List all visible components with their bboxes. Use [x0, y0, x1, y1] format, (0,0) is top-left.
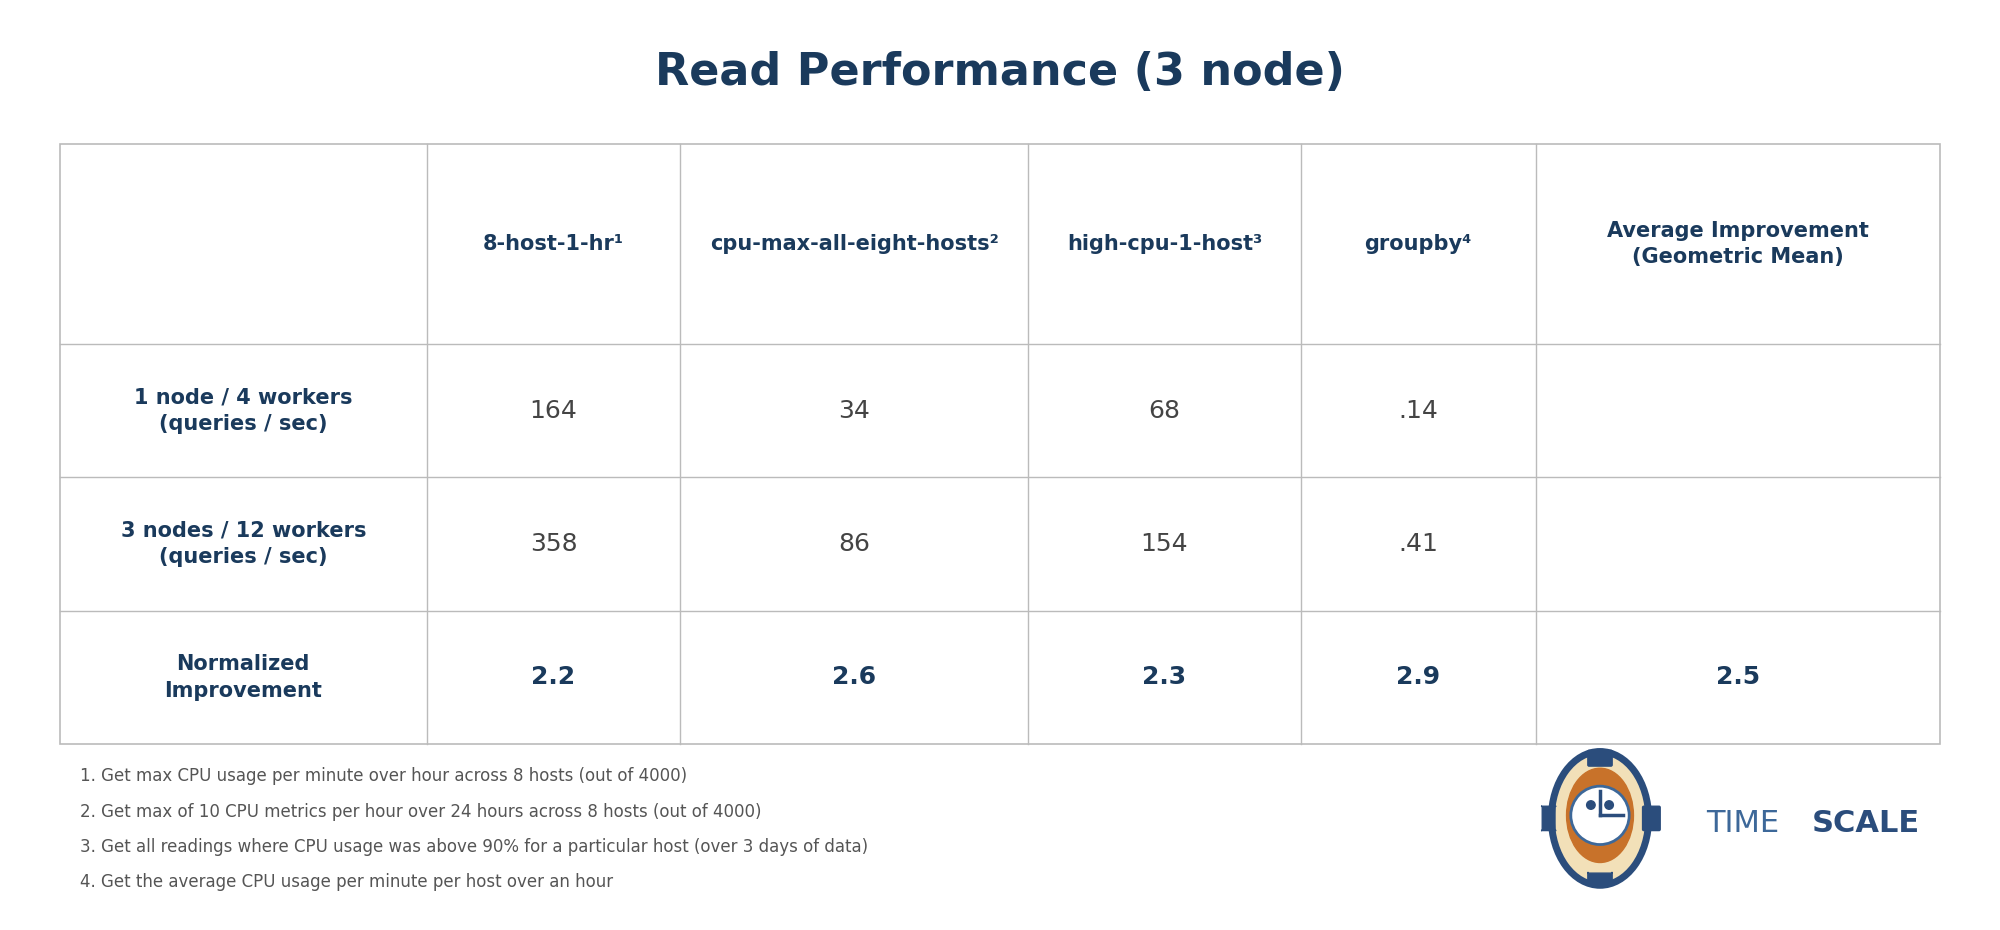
- Text: 3. Get all readings where CPU usage was above 90% for a particular host (over 3 : 3. Get all readings where CPU usage was …: [80, 838, 868, 856]
- Text: 34: 34: [838, 399, 870, 423]
- Text: high-cpu-1-host³: high-cpu-1-host³: [1066, 234, 1262, 254]
- Text: 2.6: 2.6: [832, 665, 876, 689]
- Text: 164: 164: [530, 399, 578, 423]
- Text: TIME: TIME: [1706, 808, 1780, 838]
- Text: 154: 154: [1140, 532, 1188, 556]
- Ellipse shape: [1552, 751, 1648, 885]
- Circle shape: [1604, 801, 1614, 809]
- FancyBboxPatch shape: [1588, 872, 1612, 885]
- Text: 358: 358: [530, 532, 578, 556]
- Text: 86: 86: [838, 532, 870, 556]
- FancyBboxPatch shape: [1588, 751, 1612, 766]
- Text: 68: 68: [1148, 399, 1180, 423]
- Text: 8-host-1-hr¹: 8-host-1-hr¹: [484, 234, 624, 254]
- FancyBboxPatch shape: [1642, 806, 1660, 830]
- Text: Normalized
Improvement: Normalized Improvement: [164, 654, 322, 700]
- Text: groupby⁴: groupby⁴: [1364, 234, 1472, 254]
- Ellipse shape: [1566, 768, 1634, 862]
- FancyBboxPatch shape: [1542, 806, 1556, 830]
- Text: 2.2: 2.2: [532, 665, 576, 689]
- Text: 2.5: 2.5: [1716, 665, 1760, 689]
- Text: 2.9: 2.9: [1396, 665, 1440, 689]
- Text: 4. Get the average CPU usage per minute per host over an hour: 4. Get the average CPU usage per minute …: [80, 873, 614, 891]
- Text: 1 node / 4 workers
(queries / sec): 1 node / 4 workers (queries / sec): [134, 388, 352, 434]
- Circle shape: [1570, 786, 1630, 844]
- Text: 2.3: 2.3: [1142, 665, 1186, 689]
- Text: 3 nodes / 12 workers
(queries / sec): 3 nodes / 12 workers (queries / sec): [120, 521, 366, 567]
- Circle shape: [1586, 801, 1596, 809]
- Text: .41: .41: [1398, 532, 1438, 556]
- Text: Average Improvement
(Geometric Mean): Average Improvement (Geometric Mean): [1606, 221, 1868, 267]
- Text: Read Performance (3 node): Read Performance (3 node): [656, 51, 1344, 94]
- Text: 2. Get max of 10 CPU metrics per hour over 24 hours across 8 hosts (out of 4000): 2. Get max of 10 CPU metrics per hour ov…: [80, 803, 762, 820]
- Text: SCALE: SCALE: [1812, 808, 1920, 838]
- Text: .14: .14: [1398, 399, 1438, 423]
- Text: cpu-max-all-eight-hosts²: cpu-max-all-eight-hosts²: [710, 234, 998, 254]
- Text: 1. Get max CPU usage per minute over hour across 8 hosts (out of 4000): 1. Get max CPU usage per minute over hou…: [80, 767, 688, 785]
